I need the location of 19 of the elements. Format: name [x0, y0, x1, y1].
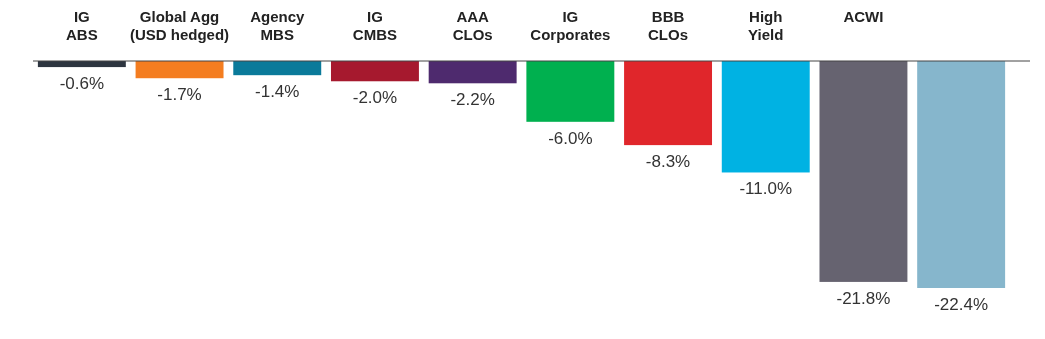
- data-label: -22.4%: [934, 295, 989, 314]
- x-tick-label: BBB CLOs: [648, 8, 689, 43]
- data-label: -2.2%: [450, 90, 495, 110]
- x-tick-label: Global Agg (USD hedged): [129, 8, 230, 43]
- data-label: -21.8%: [836, 288, 891, 308]
- data-label: -2.0%: [352, 88, 398, 108]
- data-label: -8.3%: [645, 152, 691, 172]
- x-tick-label: High Yield: [748, 8, 784, 43]
- data-label: -0.6%: [59, 74, 105, 94]
- x-tick-label: IG CMBS: [352, 8, 398, 43]
- data-label: -1.7%: [157, 85, 202, 105]
- x-tick-label: Agency MBS: [250, 8, 305, 43]
- x-tick-label: IG ABS: [66, 8, 98, 43]
- x-tick-label: ACWI: [843, 8, 884, 25]
- data-label: -11.0%: [739, 179, 793, 199]
- x-tick-label: IG Corporates: [530, 8, 611, 43]
- data-label: -6.0%: [548, 128, 593, 148]
- data-label: -1.4%: [255, 82, 300, 102]
- x-tick-label: AAA CLOs: [452, 8, 493, 43]
